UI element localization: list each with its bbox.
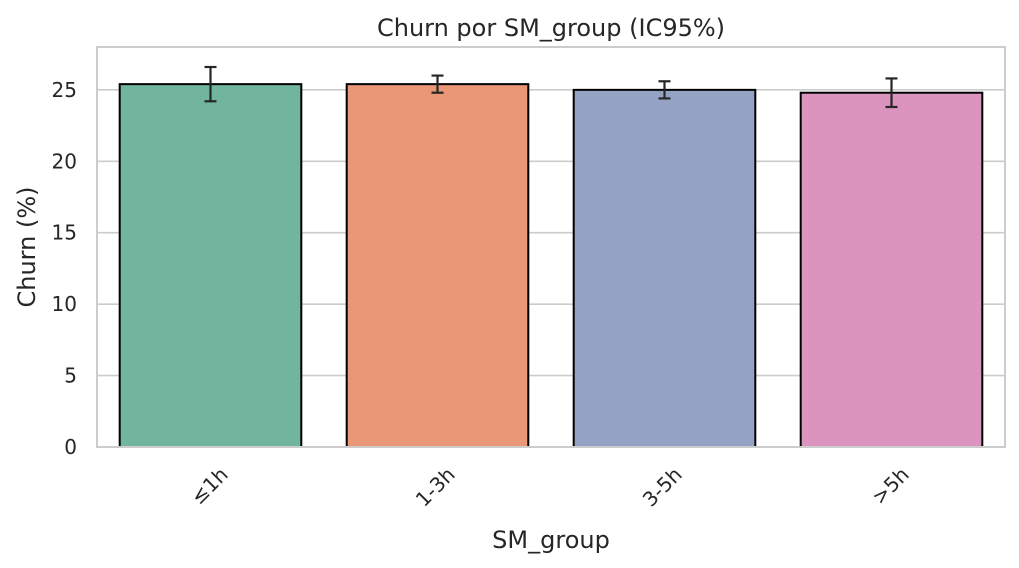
x-tick-label-1: ≤1h bbox=[186, 462, 233, 509]
bar-4 bbox=[799, 91, 984, 448]
y-tick-label-20: 20 bbox=[52, 149, 77, 173]
plot-frame bbox=[96, 46, 1006, 448]
chart-title: Churn por SM_group (IC95%) bbox=[377, 14, 725, 42]
bar-1 bbox=[118, 83, 303, 449]
x-axis-label: SM_group bbox=[492, 526, 610, 554]
y-tick-label-15: 15 bbox=[52, 221, 77, 245]
x-tick-label-3: 3-5h bbox=[638, 462, 687, 511]
y-tick-label-0: 0 bbox=[64, 435, 77, 459]
x-tick-labels: ≤1h 1-3h 3-5h >5h bbox=[186, 462, 914, 511]
y-axis-label: Churn (%) bbox=[13, 187, 41, 308]
y-tick-labels: 0 5 10 15 20 25 bbox=[52, 78, 77, 459]
x-tick-label-4: >5h bbox=[867, 462, 914, 509]
error-bars bbox=[204, 65, 898, 109]
bar-2 bbox=[345, 83, 530, 449]
bars bbox=[118, 83, 984, 449]
x-tick-label-2: 1-3h bbox=[411, 462, 460, 511]
bar-3 bbox=[572, 88, 757, 448]
y-tick-label-5: 5 bbox=[64, 364, 77, 388]
y-tick-label-25: 25 bbox=[52, 78, 77, 102]
y-tick-label-10: 10 bbox=[52, 292, 77, 316]
